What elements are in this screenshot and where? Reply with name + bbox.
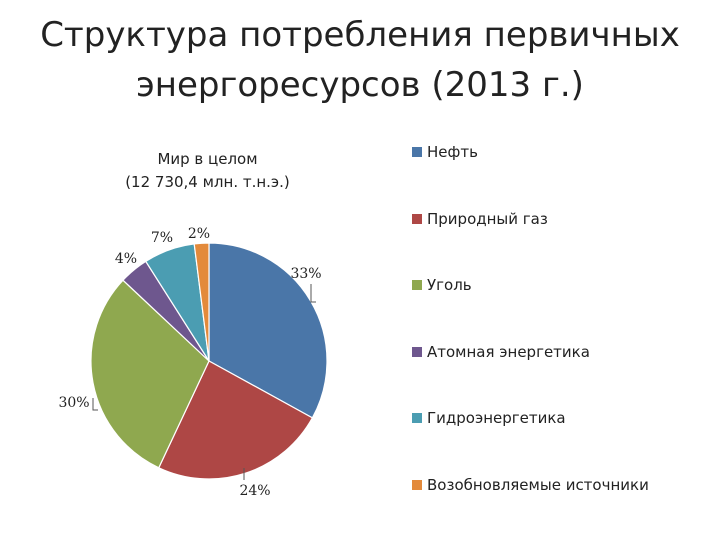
pie-slice xyxy=(90,279,210,469)
chart-title-line1: Мир в целом xyxy=(157,150,258,168)
data-label: 2% xyxy=(188,226,210,242)
legend-label: Гидроэнергетика xyxy=(427,409,566,427)
legend-item: Уголь xyxy=(412,275,472,295)
data-label: 7% xyxy=(151,230,173,246)
legend-swatch xyxy=(412,346,422,357)
legend-item: Возобновляемые источники xyxy=(412,475,649,495)
data-label: 24% xyxy=(239,483,270,499)
pie-slice xyxy=(193,242,210,362)
legend-label: Возобновляемые источники xyxy=(427,475,649,494)
legend-label: Нефть xyxy=(427,143,478,161)
data-label: 33% xyxy=(290,266,321,282)
chart-title-line2: (12 730,4 млн. т.н.э.) xyxy=(125,173,290,191)
legend-label: Природный газ xyxy=(427,209,548,228)
data-label: 4% xyxy=(115,251,137,267)
leader-line xyxy=(92,398,98,411)
leader-line xyxy=(310,284,316,303)
legend-item: Атомная энергетика xyxy=(412,342,590,362)
legend-item: Нефть xyxy=(412,142,478,162)
data-label: 30% xyxy=(58,395,89,411)
legend-swatch xyxy=(412,213,422,224)
slide-title: Структура потребления первичных энергоре… xyxy=(20,10,700,110)
legend-item: Природный газ xyxy=(412,209,548,229)
legend-label: Атомная энергетика xyxy=(427,342,590,361)
legend-item: Гидроэнергетика xyxy=(412,408,566,428)
chart-title: Мир в целом (12 730,4 млн. т.н.э.) xyxy=(80,148,335,194)
pie-slice xyxy=(157,360,314,480)
legend-swatch xyxy=(412,479,422,490)
legend-swatch xyxy=(412,147,422,157)
slide-title-line1: Структура потребления первичных xyxy=(40,15,680,55)
legend-swatch xyxy=(412,413,422,423)
legend-label: Уголь xyxy=(427,276,472,294)
legend-swatch xyxy=(412,280,422,290)
slide-title-line2: энергоресурсов (2013 г.) xyxy=(136,65,584,105)
